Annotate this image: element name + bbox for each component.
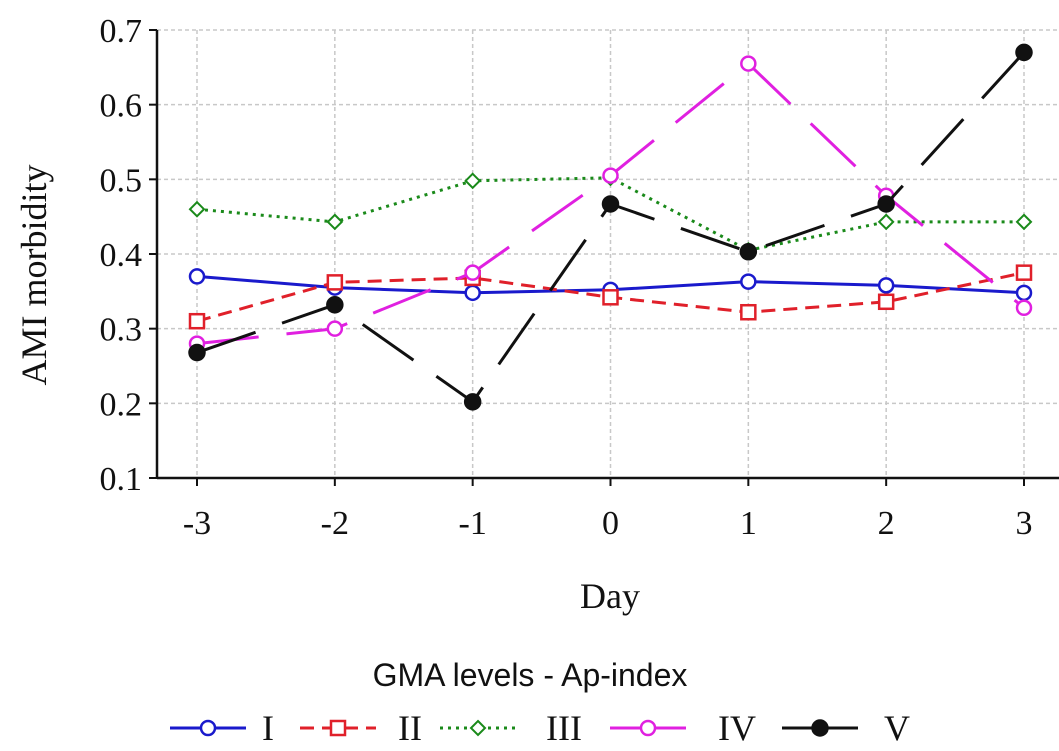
legend-label-IV: IV <box>718 708 756 746</box>
y-tick-label-6: 0.7 <box>100 13 143 50</box>
x-tick-label-2: -1 <box>459 505 487 542</box>
point-IV--1 <box>464 264 481 281</box>
point-V-3 <box>1015 43 1033 62</box>
point-III--1 <box>464 172 482 190</box>
y-tick-label-1: 0.2 <box>100 386 143 423</box>
legend-marker-III <box>469 719 487 737</box>
point-II--3 <box>188 312 206 330</box>
point-V--1 <box>463 393 482 411</box>
legend-item-IV: IV <box>610 708 756 748</box>
point-I-1 <box>740 273 757 290</box>
legend: I II III IV V <box>170 708 910 748</box>
point-IV--2 <box>326 320 344 337</box>
point-V-2 <box>877 195 895 213</box>
y-tick-label-2: 0.3 <box>100 312 143 349</box>
point-I-3 <box>1015 284 1033 302</box>
y-axis-label: AMI morbidity <box>14 165 54 386</box>
point-V-0 <box>601 195 620 213</box>
point-IV-1 <box>740 55 757 72</box>
legend-item-V: V <box>782 708 910 748</box>
y-tick-label-3: 0.4 <box>100 237 143 274</box>
x-ticks: -3 -2 -1 0 1 2 3 <box>183 478 1033 542</box>
point-II-1 <box>740 303 757 321</box>
point-II-3 <box>1015 264 1033 281</box>
point-I-2 <box>877 277 895 294</box>
legend-label-I: I <box>262 708 274 746</box>
legend-label-II: II <box>398 708 422 746</box>
grid <box>157 29 1059 479</box>
point-V--3 <box>188 343 206 362</box>
x-axis-label: Day <box>580 576 640 616</box>
legend-marker-II <box>329 719 347 737</box>
series-group <box>188 43 1033 411</box>
x-tick-label-1: -2 <box>321 505 349 542</box>
x-tick-label-5: 2 <box>878 505 895 542</box>
legend-marker-IV <box>639 719 657 737</box>
point-IV-0 <box>602 167 619 184</box>
point-II--2 <box>326 274 344 291</box>
point-III-3 <box>1015 213 1033 231</box>
point-IV-3 <box>1015 299 1033 317</box>
legend-item-III: III <box>440 708 582 748</box>
series-II <box>188 264 1033 330</box>
series-V <box>188 43 1033 411</box>
y-tick-label-4: 0.5 <box>100 162 143 199</box>
point-II-0 <box>602 289 619 306</box>
point-I--3 <box>188 268 206 285</box>
point-III-2 <box>877 213 895 231</box>
legend-label-III: III <box>546 708 582 746</box>
legend-title: GMA levels - Ap-index <box>373 657 688 693</box>
legend-item-I: I <box>170 708 274 748</box>
legend-item-II: II <box>300 708 422 748</box>
point-III--2 <box>326 213 344 231</box>
y-tick-label-5: 0.6 <box>100 88 143 125</box>
point-I--1 <box>464 284 481 302</box>
x-tick-label-4: 1 <box>740 505 757 542</box>
y-ticks: 0.1 0.2 0.3 0.4 0.5 0.6 0.7 <box>100 13 157 498</box>
x-tick-label-0: -3 <box>183 505 211 542</box>
y-tick-label-0: 0.1 <box>100 461 143 498</box>
legend-label-V: V <box>884 708 910 746</box>
x-tick-label-3: 0 <box>602 505 619 542</box>
legend-marker-V <box>811 719 829 737</box>
point-V--2 <box>326 296 344 314</box>
legend-marker-I <box>199 719 217 737</box>
point-III--3 <box>188 200 206 218</box>
point-V-1 <box>739 243 758 261</box>
x-tick-label-6: 3 <box>1016 505 1033 542</box>
point-II-2 <box>877 293 895 311</box>
